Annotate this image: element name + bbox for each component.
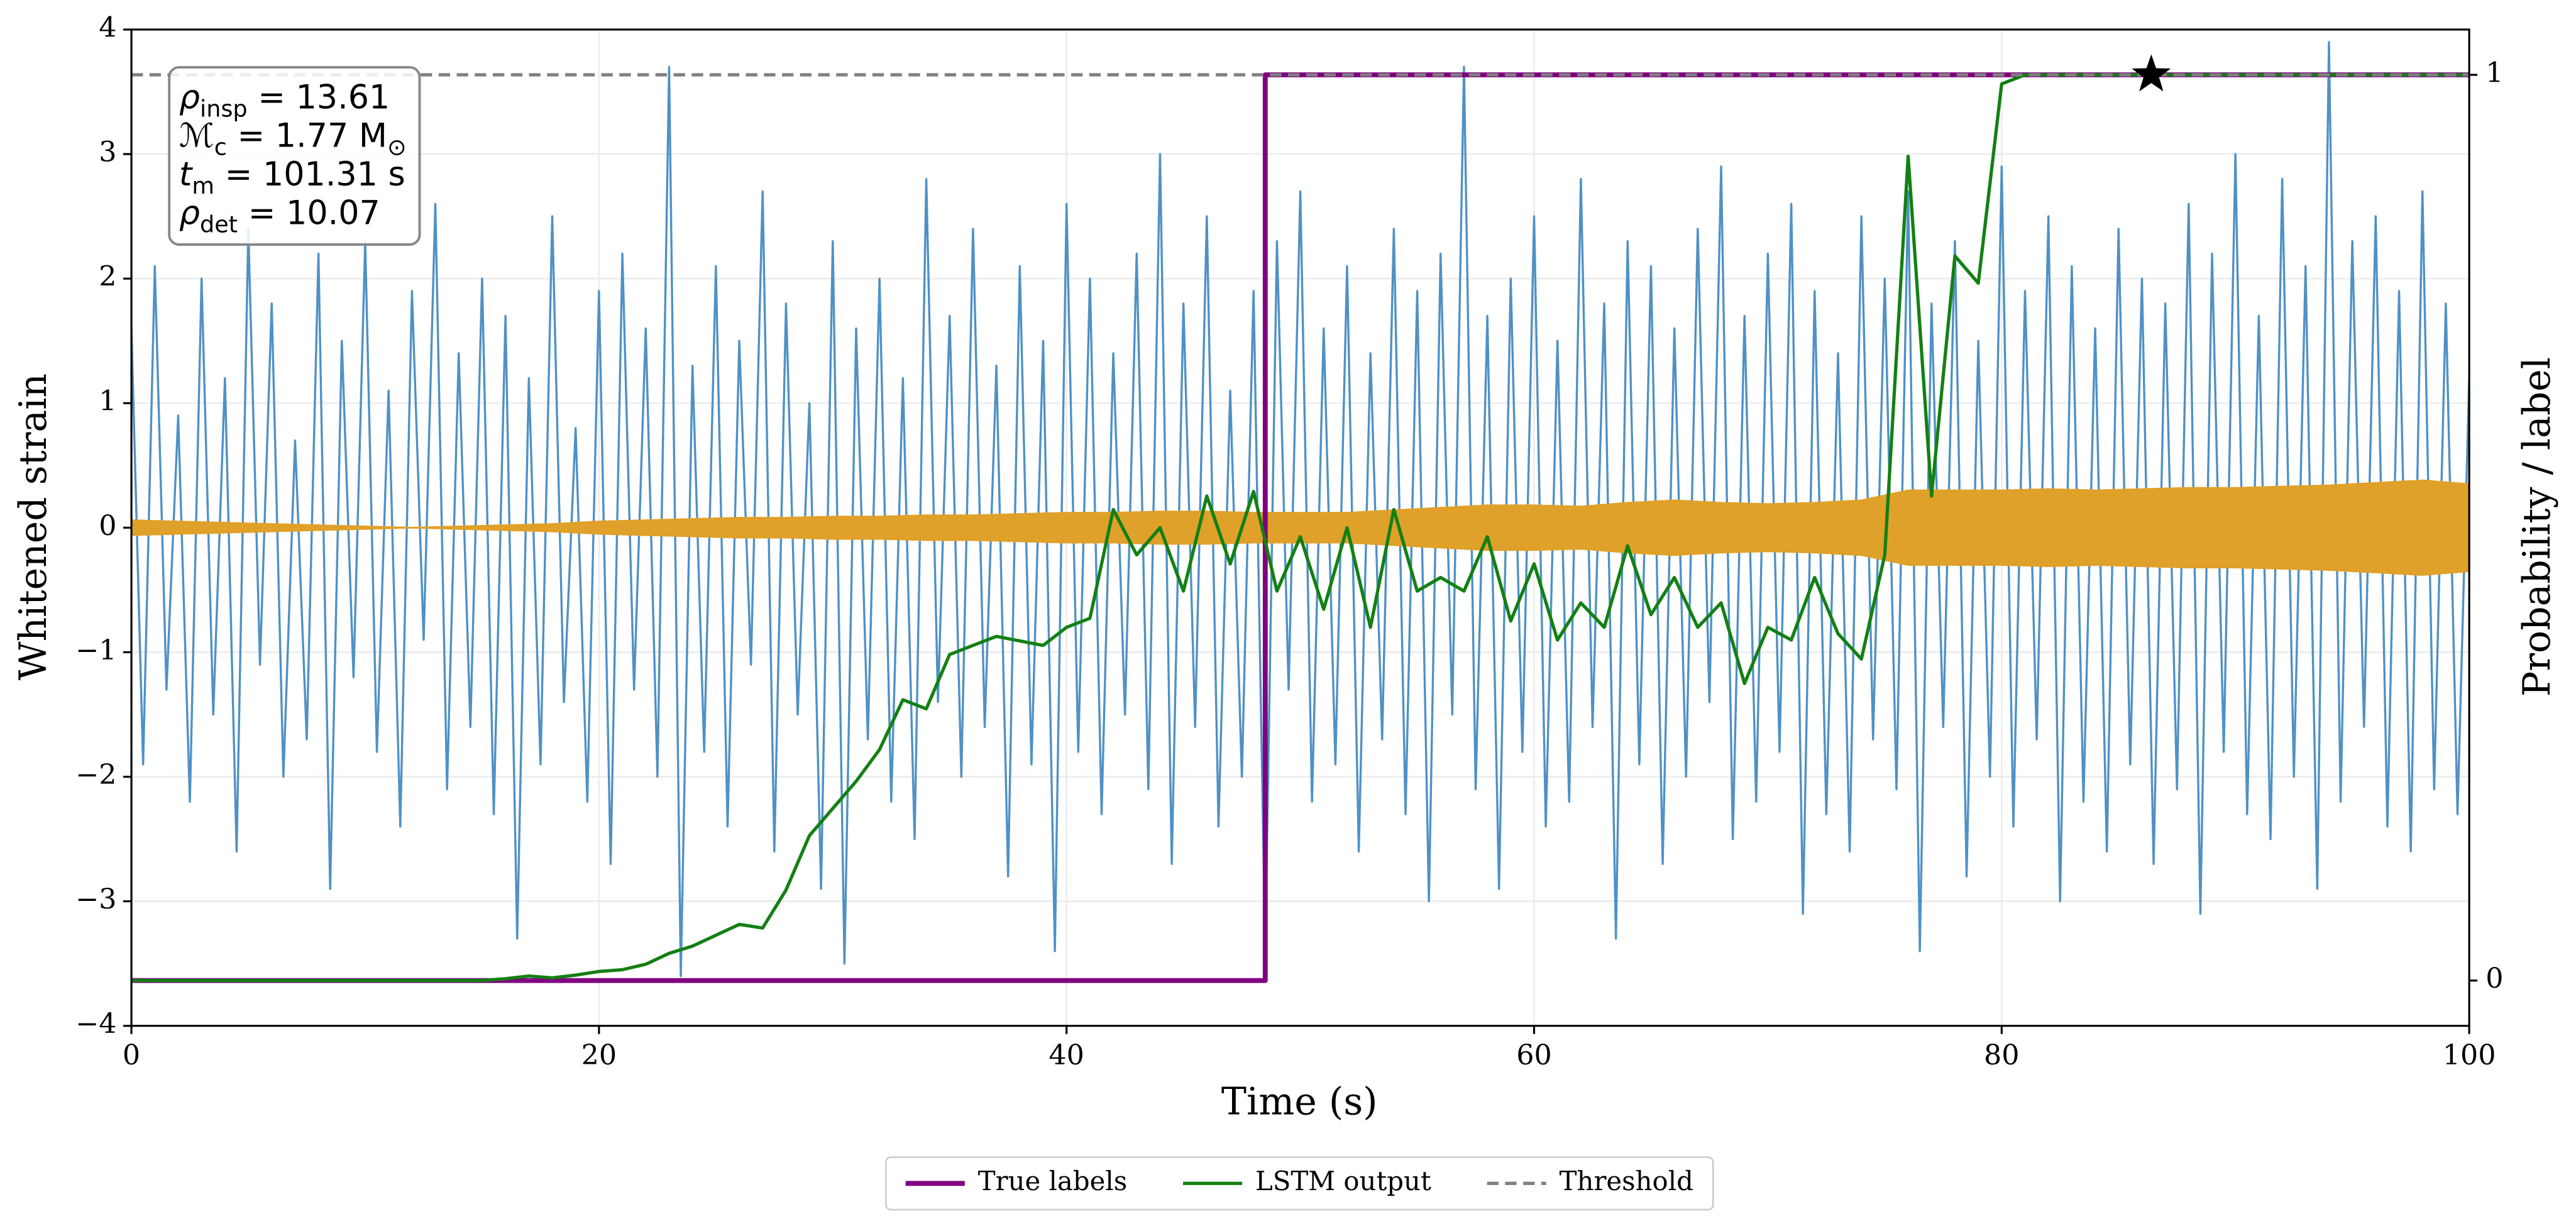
- y2-tick-label: 1: [2485, 57, 2503, 89]
- y-tick-label: −2: [75, 759, 116, 791]
- y-tick-label: 2: [99, 261, 116, 293]
- annotation-part: c: [214, 134, 227, 161]
- y-tick-label: 1: [99, 385, 116, 417]
- y2-tick-label: 0: [2485, 963, 2503, 995]
- x-tick-label: 80: [1984, 1039, 2020, 1071]
- legend-label: True labels: [978, 1166, 1127, 1196]
- annotation-text: ρdet = 10.07: [179, 194, 380, 238]
- x-tick-label: 20: [581, 1039, 617, 1071]
- annotation-text: ρinsp = 13.61: [179, 79, 390, 122]
- legend-label: Threshold: [1560, 1166, 1693, 1196]
- annotation-frame: [168, 66, 421, 246]
- x-tick-label: 40: [1049, 1039, 1084, 1071]
- x-axis-label: Time (s): [1221, 1080, 1378, 1124]
- x-tick-label: 60: [1516, 1039, 1552, 1071]
- y-axis-label: Whitened strain: [11, 373, 55, 680]
- annotation-part: ℳ: [179, 118, 214, 155]
- y-tick-label: 3: [99, 136, 116, 168]
- annotation-text: ℳc = 1.77 M⊙: [179, 118, 407, 161]
- strain-line: [131, 41, 2470, 978]
- annotation-part: ⊙: [387, 134, 407, 161]
- y-tick-label: 4: [99, 12, 116, 44]
- annotation-part: det: [200, 211, 238, 238]
- x-tick-label: 0: [123, 1039, 140, 1071]
- annotation-part: = 13.61: [248, 79, 390, 116]
- annotation-part: m: [192, 172, 214, 199]
- annotation-part: insp: [200, 95, 248, 122]
- annotation-part: t: [179, 156, 194, 194]
- series-line: [131, 73, 2470, 983]
- annotation-part: ρ: [179, 194, 200, 232]
- legend: True labels LSTM output Threshold: [885, 1156, 1714, 1211]
- annotation-text: tm = 101.31 s: [179, 156, 405, 199]
- annotation-part: = 10.07: [238, 194, 380, 232]
- y-tick-label: −1: [75, 634, 116, 666]
- detection-star: [2132, 54, 2171, 92]
- annotation-part: = 1.77 M: [227, 118, 387, 155]
- y-tick-label: 0: [99, 510, 116, 542]
- signal-band: [131, 479, 2470, 576]
- y-tick-label: −4: [75, 1008, 116, 1040]
- y2-axis-label: Probability / label: [2515, 357, 2559, 697]
- legend-label: LSTM output: [1255, 1166, 1431, 1196]
- x-tick-label: 100: [2443, 1039, 2496, 1071]
- plot-area: [131, 41, 2470, 983]
- y-tick-label: −3: [75, 883, 116, 915]
- annotation-part: ρ: [179, 79, 200, 116]
- legend-frame: [885, 1156, 1714, 1211]
- annotation-part: = 101.31 s: [214, 156, 405, 194]
